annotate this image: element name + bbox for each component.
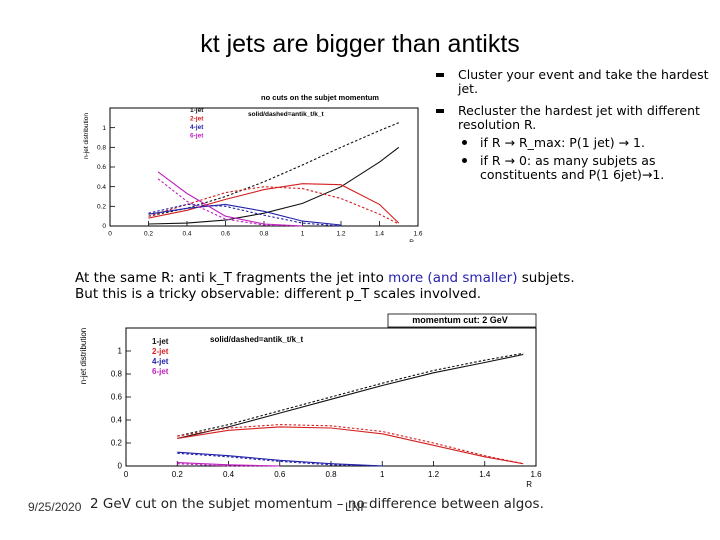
- sub-bullet-rmax-text: if R → R_max: P(1 jet) → 1.: [480, 135, 645, 150]
- chart-no-cuts: 0 0.2 0.4 0.6 0.8 1 1.2 1.4 1.6 0 0.2 0.4 0.6 0.8 1 Rn-…: [83, 93, 423, 242]
- y-tick-label: 0.4: [97, 184, 106, 191]
- y-tick-label: 0.2: [111, 439, 123, 448]
- series-line-2-jet-dashed: [177, 424, 524, 465]
- series-line-4-jet-dashed: [148, 203, 342, 227]
- x-axis-label: R: [526, 480, 532, 489]
- sub-bullet-r0-text: if R → 0: as many subjets as constituent…: [480, 153, 665, 182]
- y-tick-label: 1: [102, 125, 106, 132]
- caption-line-1-start: At the same R: anti k_T fragments the je…: [75, 270, 389, 286]
- x-tick-label: 0.8: [259, 231, 268, 238]
- y-axis-label: n-jet distribution: [79, 328, 88, 384]
- x-tick-label: 0.6: [274, 470, 286, 479]
- x-tick-label: 1.4: [375, 231, 384, 238]
- x-tick-label: 1: [380, 470, 385, 479]
- legend-entry: 1-jet: [152, 337, 169, 346]
- series-line-4-jet-dashed: [177, 452, 383, 467]
- legend-entry: 6-jet: [190, 133, 204, 140]
- caption-line-1: At the same R: anti k_T fragments the je…: [75, 270, 575, 286]
- x-tick-label: 0.6: [221, 231, 230, 238]
- sub-bullet-r0: if R → 0: as many subjets as constituent…: [462, 154, 712, 182]
- y-tick-label: 0: [102, 223, 106, 230]
- chart-title-box: [387, 313, 537, 328]
- sub-bullet-dot: [462, 140, 467, 145]
- series-line-1-jet-dashed: [177, 352, 524, 437]
- x-tick-label: 1: [301, 231, 305, 238]
- y-tick-label: 0.8: [111, 370, 123, 379]
- series-line-2-jet-solid: [177, 426, 524, 465]
- legend-entry: 4-jet: [152, 357, 169, 366]
- y-axis-label: n-jet distribution: [83, 113, 90, 159]
- legend-entry: 1-jet: [190, 107, 204, 114]
- series-line-1-jet-dashed: [148, 122, 400, 217]
- y-tick-label: 0.8: [97, 145, 106, 152]
- bullet-mark: [436, 109, 444, 113]
- caption-line-2: But this is a tricky observable: differe…: [75, 286, 482, 302]
- x-tick-label: 1.2: [428, 470, 440, 479]
- legend-entry: 4-jet: [190, 124, 204, 131]
- series-line-1-jet-solid: [148, 146, 400, 225]
- x-tick-label: 0.8: [325, 470, 337, 479]
- legend-entry: 2-jet: [190, 116, 204, 123]
- y-tick-label: 0.6: [111, 393, 123, 402]
- bullet-cluster-text: Cluster your event and take the hardest …: [458, 67, 709, 96]
- series-line-4-jet-solid: [177, 451, 383, 467]
- chart-annotation: solid/dashed=antik_t/k_t: [210, 335, 303, 344]
- legend-entry: 6-jet: [152, 367, 169, 376]
- x-axis-label: R: [409, 239, 414, 242]
- caption-highlight: more (and smaller): [388, 270, 518, 286]
- caption-line-1-end: subjets.: [517, 270, 575, 286]
- series-line-6-jet-solid: [177, 462, 280, 467]
- bullet-cluster: Cluster your event and take the hardest …: [436, 68, 712, 96]
- x-tick-label: 1.2: [336, 231, 345, 238]
- series-line-6-jet-solid: [157, 171, 303, 227]
- x-tick-label: 0.2: [172, 470, 184, 479]
- x-tick-label: 1.4: [479, 470, 491, 479]
- x-tick-label: 0: [108, 231, 112, 238]
- bullet-list: Cluster your event and take the hardest …: [436, 68, 712, 190]
- chart-title: no cuts on the subjet momentum: [261, 93, 379, 102]
- chart-title: momentum cut: 2 GeV: [412, 315, 508, 325]
- y-tick-label: 0.6: [97, 164, 106, 171]
- bullet-recluster-text: Recluster the hardest jet with different…: [458, 103, 700, 132]
- series-line-6-jet-dashed: [157, 178, 303, 227]
- chart-momentum-cut: 0 0.2 0.4 0.6 0.8 1 1.2 1.4 1.6 0 0.2 0.4 0.6 0.8 1 Rn-…: [79, 313, 542, 489]
- x-tick-label: 0.2: [144, 231, 153, 238]
- y-tick-label: 1: [118, 347, 123, 356]
- chart-annotation: solid/dashed=antik_t/k_t: [248, 111, 325, 118]
- footer-note: 2 GeV cut on the subjet momentum – no di…: [90, 496, 544, 512]
- slide-title: kt jets are bigger than antikts: [200, 30, 520, 58]
- series-line-4-jet-solid: [148, 203, 342, 226]
- x-tick-label: 0.4: [223, 470, 235, 479]
- bullet-mark: [436, 73, 444, 77]
- y-tick-label: 0: [118, 462, 123, 471]
- x-tick-label: 1.6: [413, 231, 422, 238]
- caption: At the same R: anti k_T fragments the je…: [75, 270, 575, 302]
- footer-org: LNF: [345, 500, 368, 514]
- sub-bullet-dot: [462, 158, 467, 163]
- legend-entry: 2-jet: [152, 347, 169, 356]
- x-tick-label: 1.6: [530, 470, 542, 479]
- series-line-1-jet-solid: [177, 353, 524, 439]
- bullet-recluster: Recluster the hardest jet with different…: [436, 104, 712, 182]
- x-tick-label: 0.4: [182, 231, 191, 238]
- y-tick-label: 0.2: [97, 204, 106, 211]
- y-tick-label: 0.4: [111, 416, 123, 425]
- series-line-2-jet-solid: [148, 183, 400, 224]
- footer-date: 9/25/2020: [28, 500, 82, 514]
- x-tick-label: 0: [124, 470, 129, 479]
- sub-bullet-rmax: if R → R_max: P(1 jet) → 1.: [462, 136, 712, 150]
- series-line-2-jet-dashed: [148, 186, 400, 225]
- series-line-6-jet-dashed: [177, 463, 280, 467]
